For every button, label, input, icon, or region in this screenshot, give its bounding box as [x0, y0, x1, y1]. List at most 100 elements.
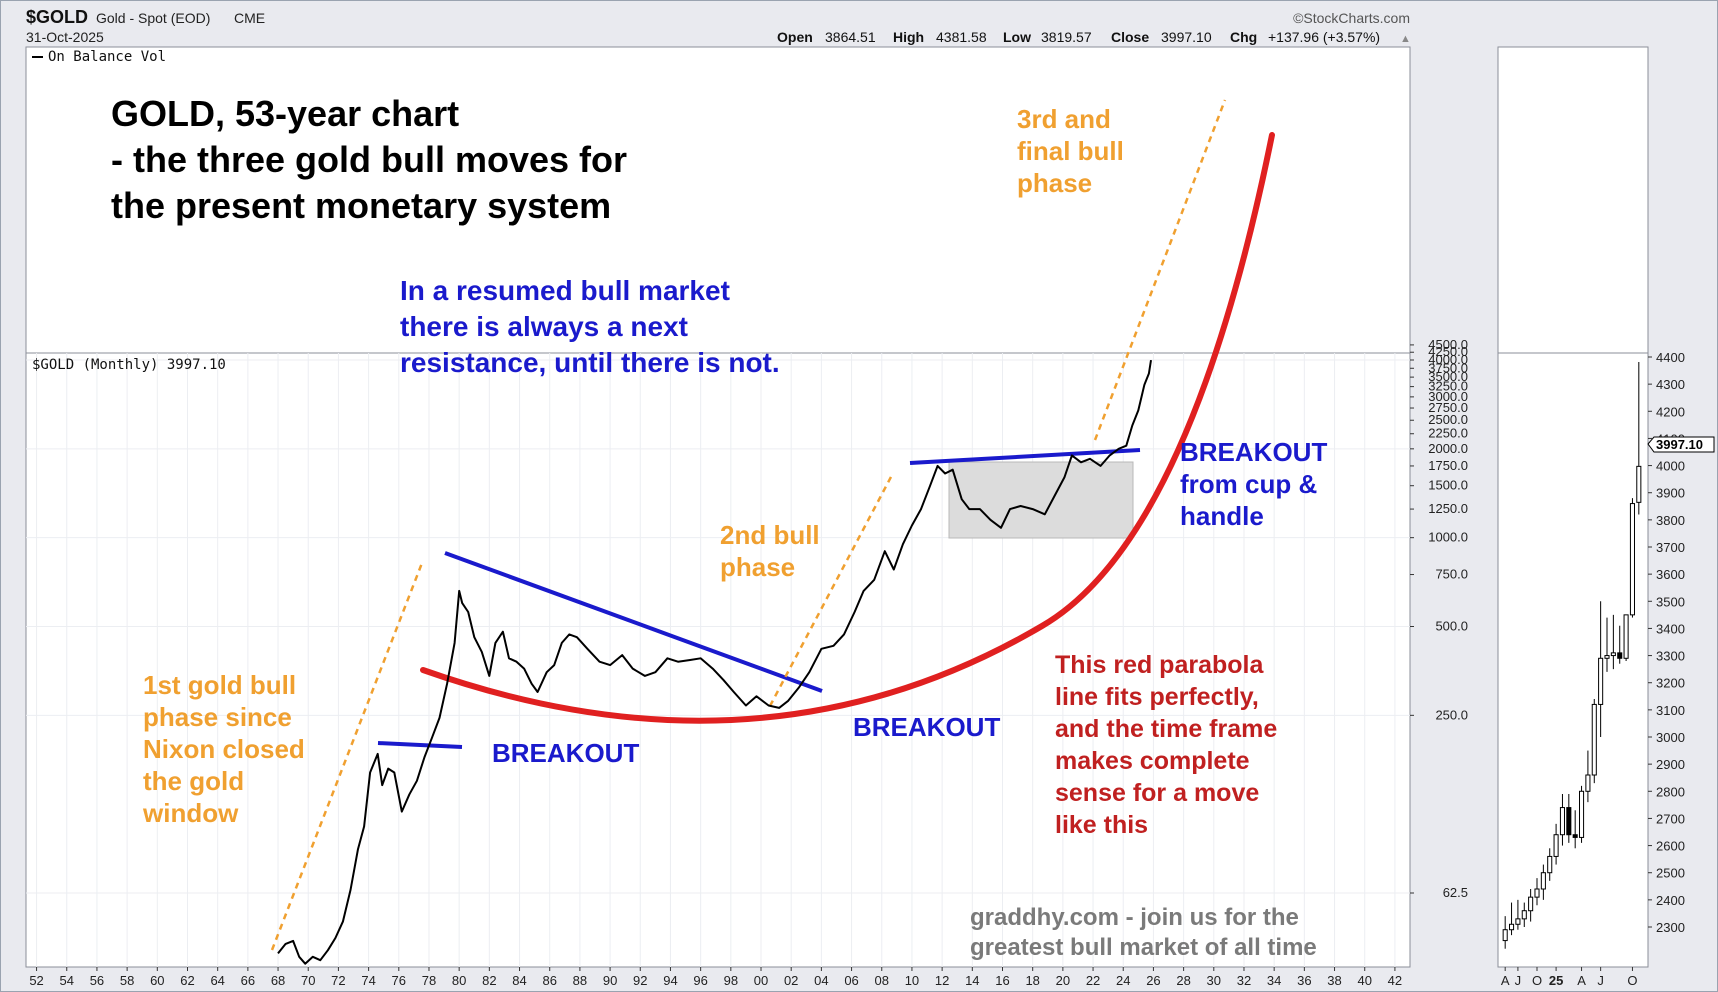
zoom-y-tick-label: 3400 [1656, 621, 1685, 636]
x-tick-label: 66 [241, 973, 255, 988]
y-tick-label: 750.0 [1435, 567, 1468, 582]
zoom-y-tick-label: 3600 [1656, 567, 1685, 582]
price-panel [25, 352, 1411, 968]
x-tick-label: 32 [1237, 973, 1251, 988]
cup-handle-box [948, 461, 1134, 539]
zoom-x-tick-label: J [1515, 973, 1522, 988]
phase2-note: 2nd bull phase [720, 520, 827, 582]
open-label: Open [777, 29, 813, 45]
x-tick-label: 34 [1267, 973, 1281, 988]
x-tick-label: 36 [1297, 973, 1311, 988]
x-tick-label: 90 [603, 973, 617, 988]
y-tick-label: 2500.0 [1428, 412, 1468, 427]
parabola-note: This red parabola line fits perfectly, a… [1055, 651, 1284, 839]
zoom-y-tick-label: 2600 [1656, 839, 1685, 854]
zoom-y-tick-label: 3700 [1656, 540, 1685, 555]
x-tick-label: 62 [180, 973, 194, 988]
x-tick-label: 74 [361, 973, 375, 988]
x-tick-label: 92 [633, 973, 647, 988]
source-label: ©StockCharts.com [1293, 10, 1410, 26]
phase3-note: 3rd and final bull phase [1017, 104, 1131, 198]
y-tick-label: 4000.0 [1428, 352, 1468, 367]
candle-body [1579, 790, 1585, 838]
price-series [277, 359, 1152, 965]
resistance-line-2011 [909, 448, 1141, 465]
zoom-y-tick-label: 3000 [1656, 730, 1685, 745]
candle-body [1629, 503, 1635, 616]
zoom-y-tick-label: 3500 [1656, 594, 1685, 609]
x-tick-label: 00 [754, 973, 768, 988]
x-tick-label: 30 [1207, 973, 1221, 988]
x-tick-label: 60 [150, 973, 164, 988]
symbol: $GOLD [26, 7, 88, 27]
zoom-y-tick-label: 2700 [1656, 811, 1685, 826]
zoom-candles [1502, 361, 1642, 949]
x-tick-label: 96 [693, 973, 707, 988]
y-axis-zoom: 2300 2400 2500 2600 2700 2800 2900 3000 3100 3200… [1648, 350, 1685, 935]
x-tick-label: 02 [784, 973, 798, 988]
x-tick-label: 72 [331, 973, 345, 988]
zoom-x-tick-label: 25 [1549, 973, 1563, 988]
indicator-panel [25, 46, 1411, 354]
exchange: CME [234, 10, 265, 26]
zoom-y-tick-label: 2800 [1656, 784, 1685, 799]
x-tick-label: 12 [935, 973, 949, 988]
x-tick-label: 94 [663, 973, 677, 988]
resistance-line-1980 [444, 551, 823, 693]
phase1-note: 1st gold bull phase since Nixon closed t… [142, 670, 312, 828]
candle-body [1636, 465, 1642, 503]
x-tick-label: 04 [814, 973, 828, 988]
chart-title: GOLD, 53-year chart - the three gold bul… [111, 93, 637, 226]
last-value-label: 3997.10 [1656, 437, 1703, 452]
x-tick-label: 20 [1056, 973, 1070, 988]
x-tick-label: 54 [60, 973, 74, 988]
last-value-badge: 3997.10 [1647, 436, 1715, 453]
trend-line-phase3 [1093, 99, 1227, 441]
candle-body [1553, 834, 1559, 857]
x-tick-label: 68 [271, 973, 285, 988]
candle-body [1610, 652, 1616, 657]
chg-value: +137.96 (+3.57%) [1268, 29, 1380, 45]
y-tick-label: 2000.0 [1428, 441, 1468, 456]
zoom-y-tick-label: 2500 [1656, 866, 1685, 881]
candle-body [1572, 834, 1578, 838]
x-tick-label: 18 [1025, 973, 1039, 988]
candle-body [1534, 888, 1540, 898]
candle-body [1591, 703, 1597, 776]
resistance-line-1974 [377, 741, 463, 749]
candle-body [1547, 855, 1553, 874]
breakout-label-1: BREAKOUT [492, 738, 639, 768]
candle-body [1502, 929, 1508, 942]
y-tick-label: 500.0 [1435, 619, 1468, 634]
up-arrow-icon: ▲ [1400, 33, 1411, 45]
zoom-y-tick-label: 2400 [1656, 893, 1685, 908]
indicator-label: On Balance Vol [48, 49, 166, 65]
x-axis-zoom: A J O 25 A J O [1501, 967, 1638, 988]
x-tick-label: 40 [1357, 973, 1371, 988]
y-tick-label: 2250.0 [1428, 426, 1468, 441]
close-value: 3997.10 [1161, 29, 1212, 45]
y-tick-label: 1250.0 [1428, 501, 1468, 516]
x-tick-label: 26 [1146, 973, 1160, 988]
zoom-y-tick-label: 4300 [1656, 377, 1685, 392]
x-tick-label: 24 [1116, 973, 1130, 988]
footer-note: graddhy.com - join us for the greatest b… [970, 904, 1317, 961]
x-tick-label: 52 [29, 973, 43, 988]
zoom-x-tick-label: O [1627, 973, 1637, 988]
price-label: $GOLD (Monthly) 3997.10 [32, 357, 226, 373]
candle-body [1566, 807, 1572, 836]
cup-handle-note: BREAKOUT from cup & handle [1180, 437, 1335, 531]
date-label: 31-Oct-2025 [26, 29, 104, 45]
zoom-y-tick-label: 3900 [1656, 486, 1685, 501]
candle-body [1623, 614, 1629, 659]
candle-body [1528, 896, 1534, 912]
x-tick-label: 42 [1388, 973, 1402, 988]
gold-price-line [277, 359, 1152, 965]
x-tick-label: 76 [392, 973, 406, 988]
candle-body [1540, 872, 1546, 890]
candle-body [1559, 807, 1565, 836]
zoom-x-tick-label: O [1532, 973, 1542, 988]
zoom-y-tick-label: 2300 [1656, 920, 1685, 935]
high-label: High [893, 29, 924, 45]
y-axis-main: 62.5 250.0 500.0 750.0 1000.0 1250.0 1500.0 175… [1410, 337, 1468, 900]
